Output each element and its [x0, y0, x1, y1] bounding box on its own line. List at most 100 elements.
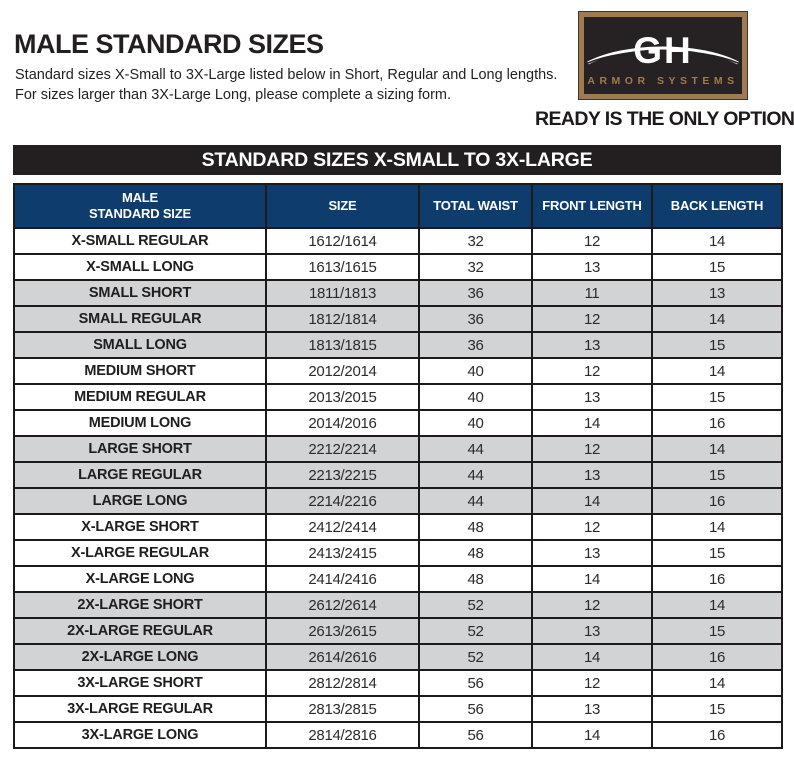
cell-total-waist: 48 [418, 539, 533, 567]
column-header-line: FRONT LENGTH [542, 198, 642, 213]
cell-size-code: 2612/2614 [265, 591, 420, 619]
column-header-line: MALE [121, 190, 159, 205]
cell-front-length: 13 [531, 461, 653, 489]
sizes-table-container: MALE STANDARD SIZE SIZE TOTAL WAIST FRONT LE… [13, 183, 783, 749]
cell-front-length: 14 [531, 487, 653, 515]
swoosh-icon [587, 46, 739, 65]
table-row-large-short: LARGE SHORT 2212/2214 44 12 14 [13, 435, 783, 463]
cell-label: SMALL REGULAR [13, 305, 267, 333]
cell-back-length: 15 [651, 461, 783, 489]
table-row-small-regular: SMALL REGULAR 1812/1814 36 12 14 [13, 305, 783, 333]
cell-label: 2X-LARGE SHORT [13, 591, 267, 619]
cell-front-length: 13 [531, 331, 653, 359]
cell-total-waist: 52 [418, 591, 533, 619]
table-header: MALE STANDARD SIZE SIZE TOTAL WAIST FRONT LE… [13, 183, 783, 229]
cell-front-length: 13 [531, 253, 653, 281]
cell-size-code: 2012/2014 [265, 357, 420, 385]
cell-front-length: 13 [531, 383, 653, 411]
cell-label: 2X-LARGE LONG [13, 643, 267, 671]
column-header-total-waist: TOTAL WAIST [418, 183, 533, 229]
cell-size-code: 2013/2015 [265, 383, 420, 411]
cell-back-length: 16 [651, 643, 783, 671]
cell-back-length: 16 [651, 409, 783, 437]
cell-label: 2X-LARGE REGULAR [13, 617, 267, 645]
cell-back-length: 16 [651, 487, 783, 515]
cell-total-waist: 40 [418, 409, 533, 437]
column-header-line: TOTAL WAIST [433, 198, 518, 213]
table-row-small-long: SMALL LONG 1813/1815 36 13 15 [13, 331, 783, 359]
table-row-x-large-short: X-LARGE SHORT 2412/2414 48 12 14 [13, 513, 783, 541]
column-header-back-length: BACK LENGTH [651, 183, 783, 229]
column-header-male-standard-size: MALE STANDARD SIZE [13, 183, 267, 229]
column-header-line: BACK LENGTH [670, 198, 764, 213]
cell-back-length: 15 [651, 383, 783, 411]
gh-monogram-icon: GH ARMOR SYSTEMS [587, 30, 739, 87]
cell-front-length: 14 [531, 409, 653, 437]
table-row-x-large-long: X-LARGE LONG 2414/2416 48 14 16 [13, 565, 783, 593]
cell-label: X-LARGE LONG [13, 565, 267, 593]
cell-size-code: 2412/2414 [265, 513, 420, 541]
table-title: STANDARD SIZES X-SMALL TO 3X-LARGE [201, 148, 593, 171]
cell-back-length: 15 [651, 695, 783, 723]
cell-front-length: 14 [531, 565, 653, 593]
cell-back-length: 15 [651, 253, 783, 281]
cell-back-length: 14 [651, 227, 783, 255]
cell-front-length: 14 [531, 643, 653, 671]
cell-total-waist: 44 [418, 487, 533, 515]
cell-total-waist: 56 [418, 669, 533, 697]
cell-front-length: 12 [531, 669, 653, 697]
gh-armor-logo: GH ARMOR SYSTEMS [578, 11, 748, 100]
cell-size-code: 1613/1615 [265, 253, 420, 281]
cell-size-code: 2613/2615 [265, 617, 420, 645]
cell-front-length: 12 [531, 357, 653, 385]
cell-front-length: 11 [531, 279, 653, 307]
cell-label: 3X-LARGE REGULAR [13, 695, 267, 723]
cell-back-length: 14 [651, 357, 783, 385]
table-row-x-large-regular: X-LARGE REGULAR 2413/2415 48 13 15 [13, 539, 783, 567]
column-header-size: SIZE [265, 183, 420, 229]
cell-front-length: 12 [531, 305, 653, 333]
cell-label: X-SMALL LONG [13, 253, 267, 281]
column-header-line: SIZE [328, 198, 357, 213]
table-row-2x-large-long: 2X-LARGE LONG 2614/2616 52 14 16 [13, 643, 783, 671]
cell-back-length: 14 [651, 305, 783, 333]
cell-label: LARGE LONG [13, 487, 267, 515]
cell-total-waist: 36 [418, 279, 533, 307]
cell-size-code: 2414/2416 [265, 565, 420, 593]
logo-name: ARMOR SYSTEMS [587, 75, 738, 87]
cell-total-waist: 32 [418, 253, 533, 281]
cell-back-length: 15 [651, 617, 783, 645]
header-row: MALE STANDARD SIZE SIZE TOTAL WAIST FRONT LE… [13, 183, 783, 229]
cell-front-length: 13 [531, 617, 653, 645]
cell-total-waist: 48 [418, 565, 533, 593]
cell-label: MEDIUM LONG [13, 409, 267, 437]
table-title-banner: STANDARD SIZES X-SMALL TO 3X-LARGE [13, 145, 781, 175]
cell-size-code: 2812/2814 [265, 669, 420, 697]
cell-front-length: 13 [531, 539, 653, 567]
cell-total-waist: 40 [418, 357, 533, 385]
cell-front-length: 14 [531, 721, 653, 749]
table-row-2x-large-short: 2X-LARGE SHORT 2612/2614 52 12 14 [13, 591, 783, 619]
cell-size-code: 2014/2016 [265, 409, 420, 437]
logo-tagline: READY IS THE ONLY OPTION. [535, 108, 794, 130]
column-header-front-length: FRONT LENGTH [531, 183, 653, 229]
table-row-x-small-long: X-SMALL LONG 1613/1615 32 13 15 [13, 253, 783, 281]
cell-back-length: 15 [651, 539, 783, 567]
cell-back-length: 14 [651, 513, 783, 541]
cell-front-length: 13 [531, 695, 653, 723]
cell-label: X-LARGE REGULAR [13, 539, 267, 567]
logo-monogram: GH [633, 30, 693, 71]
cell-label: SMALL SHORT [13, 279, 267, 307]
cell-label: X-LARGE SHORT [13, 513, 267, 541]
page-subtitle: Standard sizes X-Small to 3X-Large liste… [15, 66, 557, 105]
cell-label: LARGE SHORT [13, 435, 267, 463]
cell-total-waist: 52 [418, 617, 533, 645]
cell-total-waist: 40 [418, 383, 533, 411]
cell-back-length: 14 [651, 669, 783, 697]
table-body: X-SMALL REGULAR 1612/1614 32 12 14 X-SMALL LO… [13, 227, 783, 749]
cell-size-code: 2614/2616 [265, 643, 420, 671]
column-header-line: STANDARD SIZE [89, 206, 191, 221]
cell-label: X-SMALL REGULAR [13, 227, 267, 255]
cell-size-code: 1612/1614 [265, 227, 420, 255]
sizes-table: MALE STANDARD SIZE SIZE TOTAL WAIST FRONT LE… [13, 183, 783, 749]
